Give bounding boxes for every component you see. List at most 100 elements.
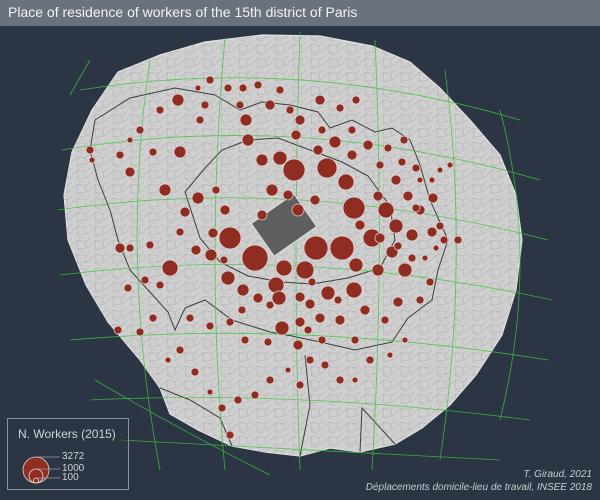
worker-symbol	[255, 153, 269, 167]
worker-symbol	[371, 263, 385, 277]
worker-symbol	[295, 380, 305, 390]
worker-symbol	[335, 103, 345, 113]
worker-symbol	[320, 360, 330, 370]
worker-symbol	[219, 204, 231, 216]
worker-symbol	[114, 242, 126, 254]
worker-symbol	[190, 244, 202, 256]
worker-symbol	[294, 316, 306, 328]
worker-symbol	[303, 325, 313, 335]
worker-symbol	[333, 295, 343, 305]
worker-symbol	[200, 100, 210, 110]
worker-symbol	[135, 125, 145, 135]
worker-symbol	[272, 150, 288, 166]
worker-symbol	[217, 403, 227, 413]
worker-symbol	[399, 135, 409, 145]
worker-symbol	[205, 321, 215, 331]
worker-symbol	[135, 327, 145, 337]
worker-symbol	[416, 176, 424, 184]
worker-symbol	[317, 125, 327, 135]
worker-symbol	[328, 135, 342, 149]
worker-symbol	[115, 150, 125, 160]
worker-symbol	[241, 133, 255, 147]
worker-symbol	[205, 75, 215, 85]
worker-symbol	[88, 156, 96, 164]
worker-symbol	[374, 232, 386, 244]
worker-symbol	[365, 355, 375, 365]
worker-symbol	[351, 95, 361, 105]
worker-symbol	[185, 313, 195, 323]
worker-symbol	[380, 315, 390, 325]
worker-symbol	[439, 235, 449, 245]
worker-symbol	[342, 196, 366, 220]
worker-symbol	[354, 219, 366, 231]
worker-symbol	[191, 191, 205, 205]
worker-symbol	[173, 145, 187, 159]
worker-symbol	[190, 367, 200, 377]
worker-symbol	[390, 174, 402, 186]
worker-symbol	[256, 209, 268, 221]
worker-symbol	[397, 157, 407, 167]
worker-symbol	[219, 255, 229, 265]
worker-symbol	[195, 115, 205, 125]
worker-symbol	[348, 257, 364, 273]
worker-symbol	[312, 144, 324, 156]
worker-symbol	[407, 253, 417, 263]
worker-symbol	[240, 335, 250, 345]
worker-symbol	[220, 270, 236, 286]
worker-symbol	[148, 313, 158, 323]
worker-symbol	[155, 280, 165, 290]
worker-symbol	[171, 93, 185, 107]
legend-value-max: 3272	[62, 451, 85, 462]
worker-symbol	[427, 192, 439, 204]
legend-title: N. Workers (2015)	[18, 427, 116, 441]
graticule	[57, 31, 553, 476]
worker-symbol	[284, 366, 292, 374]
worker-symbol	[372, 190, 384, 202]
worker-symbol	[314, 312, 326, 324]
worker-symbol	[123, 283, 133, 293]
worker-symbol	[275, 259, 293, 277]
worker-symbol	[405, 228, 419, 242]
legend-symbols	[22, 456, 60, 484]
worker-symbol	[225, 430, 235, 440]
worker-symbol	[316, 157, 338, 179]
worker-symbol	[346, 149, 358, 161]
worker-symbol	[362, 139, 374, 151]
worker-symbol	[113, 325, 123, 335]
worker-symbol	[233, 395, 243, 405]
worker-symbol	[375, 160, 385, 170]
worker-symbol	[303, 235, 329, 261]
worker-symbol	[383, 143, 393, 153]
worker-symbol	[140, 275, 150, 285]
worker-symbol	[85, 145, 95, 155]
worker-symbol	[145, 240, 155, 250]
worker-symbol	[397, 262, 413, 278]
worker-symbol	[290, 129, 302, 141]
worker-symbol	[225, 317, 235, 327]
worker-symbol	[436, 166, 444, 174]
worker-symbol	[126, 136, 134, 144]
worker-symbol	[179, 206, 191, 218]
worker-symbol	[237, 305, 247, 315]
worker-symbol	[350, 335, 360, 345]
worker-symbol	[351, 376, 359, 384]
worker-symbol	[241, 244, 269, 272]
worker-symbol	[239, 113, 253, 127]
worker-symbol	[161, 259, 179, 277]
worker-symbol	[235, 100, 245, 110]
worker-symbol	[275, 85, 285, 95]
worker-symbol	[335, 375, 345, 385]
worker-symbol	[453, 235, 463, 245]
map-title-bar: Place of residence of workers of the 15t…	[0, 0, 600, 26]
worker-symbol	[175, 227, 185, 237]
worker-symbol	[271, 290, 287, 306]
worker-symbol	[282, 189, 294, 201]
worker-symbol	[446, 161, 454, 169]
worker-symbol	[347, 125, 357, 135]
worker-symbol	[265, 183, 279, 197]
worker-symbol	[401, 336, 409, 344]
worker-symbol	[274, 320, 290, 336]
worker-symbol	[223, 83, 233, 93]
worker-symbol	[211, 185, 221, 195]
